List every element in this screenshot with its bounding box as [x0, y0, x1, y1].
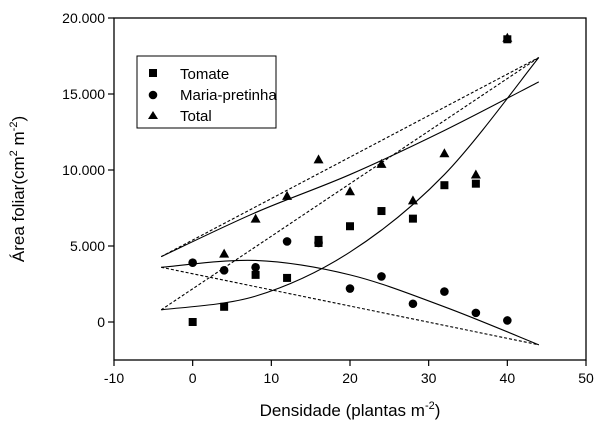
legend: Tomate Maria-pretinha Total [136, 55, 277, 129]
point-total [219, 248, 230, 258]
legend-marker-maria-pretinha [148, 90, 158, 100]
x-tick-label: 40 [500, 370, 516, 386]
x-tick-label: 30 [421, 370, 437, 386]
point-tomate [471, 179, 480, 188]
point-maria-pretinha [219, 266, 229, 275]
point-total [407, 195, 418, 205]
point-total [439, 148, 450, 158]
y-axis-title-main: Área foliar(cm [9, 156, 28, 262]
point-tomate [188, 318, 197, 326]
dashed-fit-line [161, 266, 539, 346]
point-tomate [220, 302, 229, 311]
point-maria-pretinha [251, 262, 260, 272]
y-axis-ticks: 0 5.000 10.000 15.000 20.000 [62, 10, 114, 330]
x-tick-label: 10 [264, 370, 280, 386]
point-maria-pretinha [471, 308, 481, 318]
x-tick-label: 50 [578, 370, 594, 386]
point-total [313, 154, 324, 164]
solid-fit-line [160, 81, 540, 258]
legend-box [136, 55, 277, 129]
y-tick-label: 20.000 [62, 10, 105, 26]
point-maria-pretinha [188, 258, 197, 268]
x-axis-title: Densidade (plantas m-2) [260, 400, 441, 420]
legend-marker-total [148, 111, 158, 119]
legend-label-tomate: Tomate [180, 66, 229, 83]
x-tick-label: 0 [189, 370, 197, 386]
y-tick-label: 10.000 [62, 162, 105, 178]
point-tomate [283, 273, 292, 282]
point-maria-pretinha [314, 238, 323, 248]
point-maria-pretinha [503, 316, 512, 325]
point-total [470, 169, 481, 179]
point-tomate [377, 207, 386, 216]
solid-fit-line [161, 57, 540, 311]
legend-marker-tomate [149, 69, 157, 77]
y-axis-title: Área foliar(cm2 m-2) [8, 116, 28, 262]
point-maria-pretinha [440, 287, 449, 296]
dashed-fit-line [160, 57, 540, 311]
data-points [188, 32, 513, 326]
point-tomate [408, 214, 417, 223]
y-axis-title-superscript-2: -2 [8, 122, 20, 132]
solid-fit-line [161, 259, 540, 346]
y-tick-label: 0 [97, 314, 105, 330]
x-axis-title-end: ) [435, 401, 441, 420]
legend-label-total: Total [180, 108, 212, 125]
point-total [502, 32, 513, 42]
y-tick-label: 5.000 [70, 238, 105, 254]
point-total [250, 213, 261, 223]
y-axis-title-middle: m [9, 131, 28, 150]
x-axis-title-main: Densidade (plantas m [260, 401, 425, 420]
point-total [282, 190, 293, 200]
point-tomate [346, 222, 354, 231]
point-tomate [440, 181, 449, 190]
axes: -10 0 10 20 30 40 50 0 5.000 10.000 15.000 20.000 [62, 10, 594, 386]
point-maria-pretinha [345, 284, 355, 293]
point-total [376, 158, 387, 168]
x-axis-title-superscript: -2 [425, 400, 435, 412]
x-tick-label: -10 [104, 370, 124, 386]
x-tick-label: 20 [342, 370, 358, 386]
y-axis-title-superscript-1: 2 [8, 150, 20, 156]
point-maria-pretinha [377, 272, 386, 281]
y-axis-title-end: ) [9, 116, 28, 122]
point-total [345, 186, 355, 196]
point-maria-pretinha [408, 299, 418, 309]
point-maria-pretinha [282, 237, 292, 246]
x-axis-ticks: -10 0 10 20 30 40 50 [104, 360, 594, 386]
dashed-fit-line [160, 57, 540, 258]
legend-label-maria-pretinha: Maria-pretinha [180, 87, 277, 104]
fitted-lines [160, 57, 540, 346]
point-tomate [251, 270, 260, 279]
y-tick-label: 15.000 [62, 86, 105, 102]
